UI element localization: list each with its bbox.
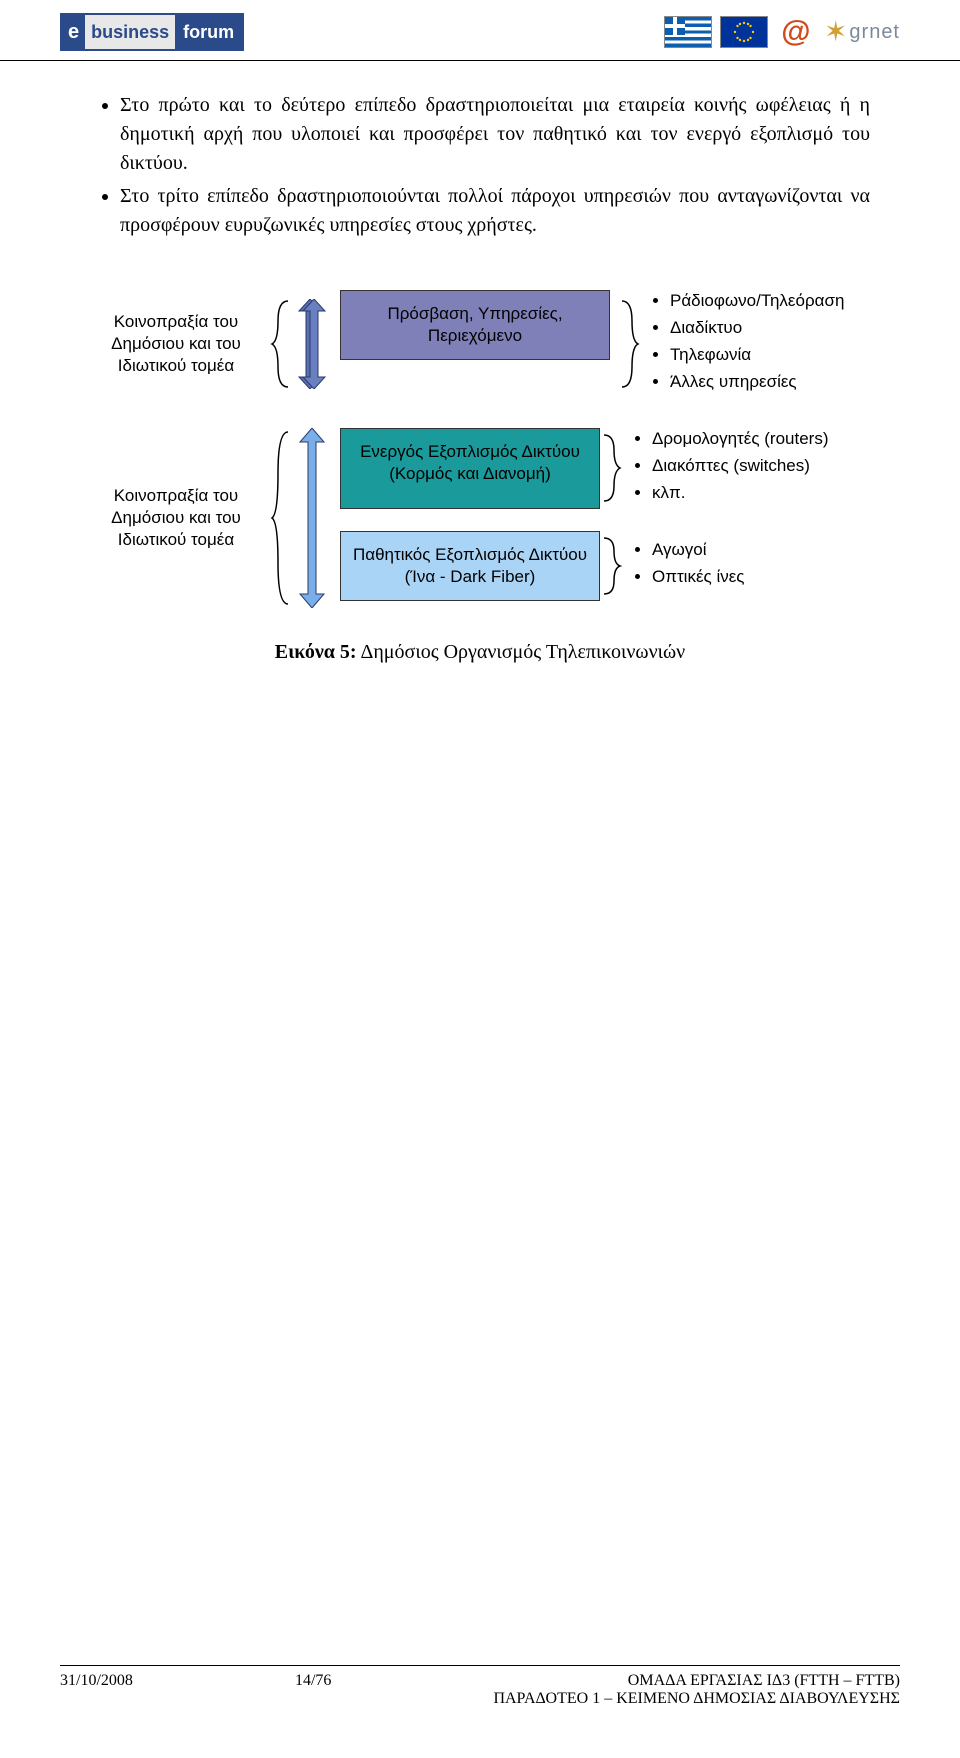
diagram-right-list-mid: Δρομολογητές (routers) Διακόπτες (switch…: [622, 428, 852, 509]
page-content: Στο πρώτο και το δεύτερο επίπεδο δραστηρ…: [0, 61, 960, 717]
flag-greece-icon: [664, 16, 712, 48]
diagram-row-bottom: Κοινοπραξία του Δημόσιου και του Ιδιωτικ…: [90, 428, 870, 608]
diagram-box-access: Πρόσβαση, Υπηρεσίες, Περιεχόμενο: [340, 290, 610, 360]
bullet-list: Στο πρώτο και το δεύτερο επίπεδο δραστηρ…: [90, 91, 870, 240]
at-symbol-icon: @: [776, 12, 816, 52]
footer-right-line2: ΠΑΡΑΔΟΤΕΟ 1 – ΚΕΙΜΕΝΟ ΔΗΜΟΣΙΑΣ ΔΙΑΒΟΥΛΕΥ…: [493, 1690, 900, 1708]
brace-right-icon: [600, 428, 622, 509]
logo-business: business: [85, 15, 175, 49]
footer-date: 31/10/2008: [60, 1672, 133, 1708]
list-item: Διακόπτες (switches): [652, 455, 829, 478]
grnet-text: grnet: [849, 21, 900, 44]
grnet-logo: ✶ grnet: [824, 15, 900, 49]
diagram-box-active: Ενεργός Εξοπλισμός Δικτύου (Κορμός και Δ…: [340, 428, 600, 509]
diagram-left-label-top: Κοινοπραξία του Δημόσιου και του Ιδιωτικ…: [90, 290, 270, 398]
diagram-row-top: Κοινοπραξία του Δημόσιου και του Ιδιωτικ…: [90, 290, 870, 398]
list-item: κλπ.: [652, 482, 829, 505]
footer-page-number: 14/76: [295, 1672, 331, 1708]
header-right-logos: @ ✶ grnet: [664, 12, 900, 52]
footer-right: ΟΜΑΔΑ ΕΡΓΑΣΙΑΣ ΙΔ3 (FTTH – FTTB) ΠΑΡΑΔΟΤ…: [493, 1672, 900, 1708]
list-item: Άλλες υπηρεσίες: [670, 371, 844, 394]
brace-right-icon: [618, 290, 640, 398]
caption-label: Εικόνα 5:: [275, 641, 357, 663]
diagram-right-list-top: Ράδιοφωνο/Τηλεόραση Διαδίκτυο Τηλεφωνία …: [640, 290, 870, 398]
brace-left-icon: [270, 290, 292, 398]
list-item: Τηλεφωνία: [670, 344, 844, 367]
list-item: Οπτικές ίνες: [652, 566, 745, 589]
bullet-item: Στο πρώτο και το δεύτερο επίπεδο δραστηρ…: [120, 91, 870, 178]
arrow-bottom-icon: [292, 428, 332, 608]
ebusinessforum-logo: e business forum: [60, 13, 244, 51]
list-item: Διαδίκτυο: [670, 317, 844, 340]
bullet-item: Στο τρίτο επίπεδο δραστηριοποιούνται πολ…: [120, 182, 870, 240]
arrow-top-icon: [292, 290, 332, 398]
page-header: e business forum @ ✶ grnet: [0, 0, 960, 61]
diagram-left-label-bottom: Κοινοπραξία του Δημόσιου και του Ιδιωτικ…: [90, 428, 270, 608]
caption-text: Δημόσιος Οργανισμός Τηλεπικοινωνιών: [357, 641, 686, 663]
grnet-star-icon: ✶: [824, 15, 847, 49]
list-item: Δρομολογητές (routers): [652, 428, 829, 451]
figure-caption: Εικόνα 5: Δημόσιος Οργανισμός Τηλεπικοιν…: [90, 638, 870, 667]
footer-right-line1: ΟΜΑΔΑ ΕΡΓΑΣΙΑΣ ΙΔ3 (FTTH – FTTB): [493, 1672, 900, 1690]
list-item: Ράδιοφωνο/Τηλεόραση: [670, 290, 844, 313]
diagram: Κοινοπραξία του Δημόσιου και του Ιδιωτικ…: [90, 290, 870, 667]
flag-eu-icon: [720, 16, 768, 48]
logo-forum: forum: [175, 15, 242, 49]
diagram-right-list-bot: Αγωγοί Οπτικές ίνες: [622, 531, 852, 601]
logo-e: e: [62, 15, 85, 49]
brace-right-icon: [600, 531, 622, 601]
list-item: Αγωγοί: [652, 539, 745, 562]
page-footer: 31/10/2008 14/76 ΟΜΑΔΑ ΕΡΓΑΣΙΑΣ ΙΔ3 (FTT…: [60, 1665, 900, 1708]
diagram-box-passive: Παθητικός Εξοπλισμός Δικτύου (Ίνα - Dark…: [340, 531, 600, 601]
brace-left-icon: [270, 428, 292, 608]
